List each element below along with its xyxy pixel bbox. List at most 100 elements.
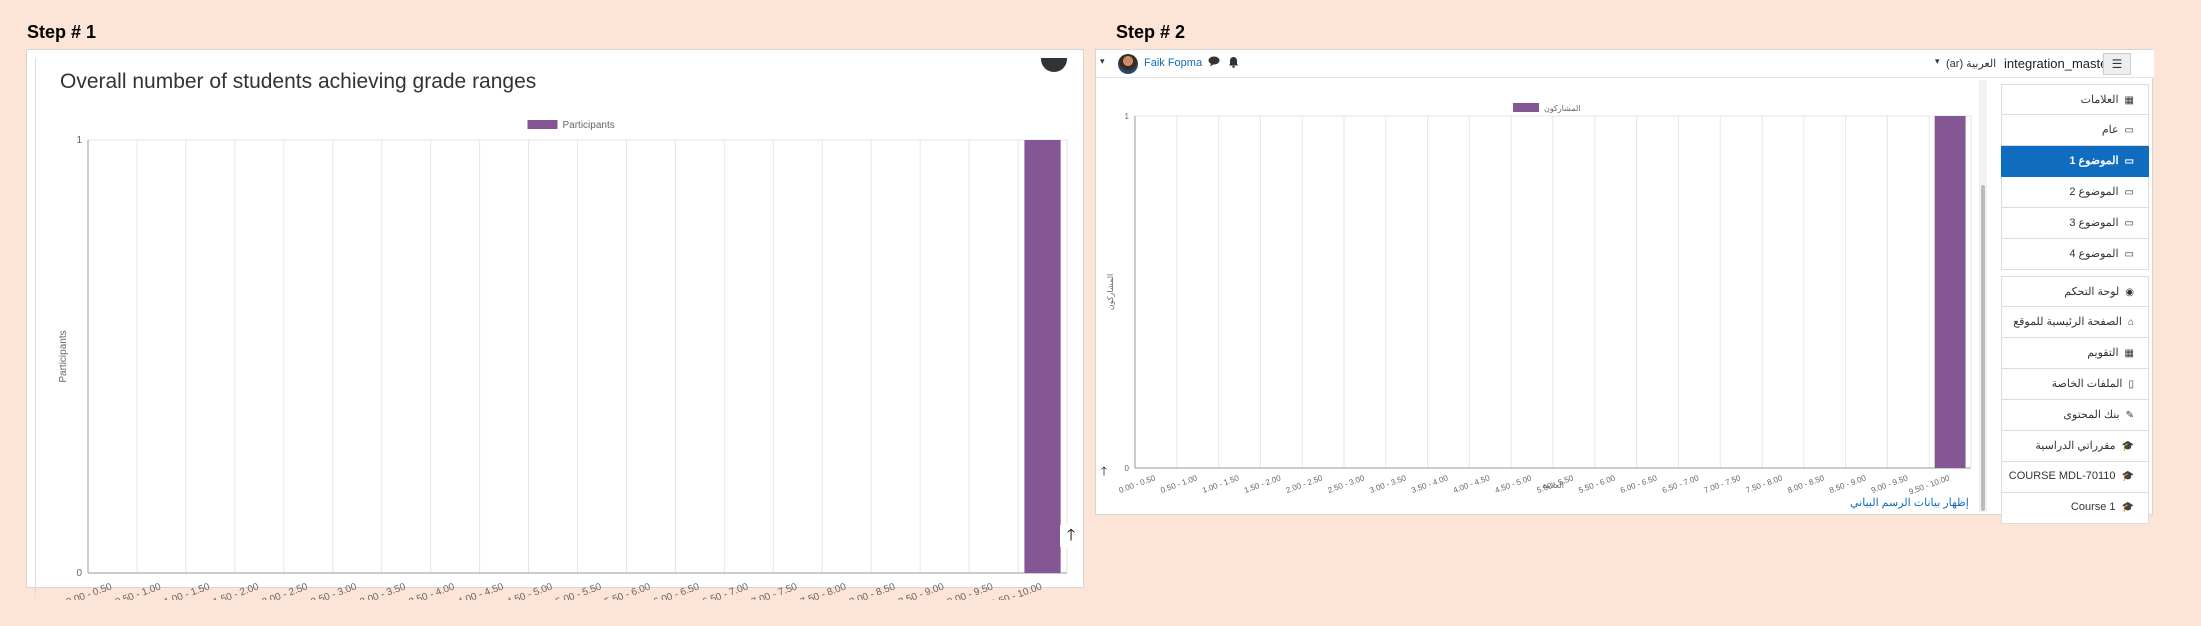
course-nav-item-5[interactable]: ▭ الموضوع 4 <box>2001 239 2149 270</box>
x-tick-label: 3.00 - 3.50 <box>359 581 408 600</box>
site-nav-item-5[interactable]: 🎓 مقرراتي الدراسية <box>2001 431 2149 462</box>
language-menu[interactable]: العربية (ar) <box>1946 58 1997 70</box>
drawer-item-label: بنك المحتوى <box>2063 409 2120 421</box>
bar <box>1024 140 1061 573</box>
site-nav-item-3[interactable]: ▯ الملفات الخاصة <box>2001 369 2149 400</box>
x-tick-label: 2.50 - 3.00 <box>1327 473 1367 495</box>
course-nav-item-1[interactable]: ▭ عام <box>2001 115 2149 146</box>
x-tick-label: 3.50 - 4.00 <box>1410 473 1450 495</box>
x-tick-label: 4.00 - 4.50 <box>456 581 505 600</box>
site-nav-item-2[interactable]: ▦ التقويم <box>2001 338 2149 369</box>
x-tick-label: 0.50 - 1.00 <box>114 581 163 600</box>
chat-bubble <box>1041 58 1067 72</box>
x-tick-label: 9.50 - 10.00 <box>1908 473 1952 496</box>
drawer-item-icon: ▭ <box>2124 156 2134 167</box>
x-tick-label: 4.50 - 5.00 <box>1494 473 1534 495</box>
user-menu-link[interactable]: Faik Fopma <box>1144 57 1203 69</box>
x-tick-label: 0.00 - 0.50 <box>65 581 114 600</box>
y-tick-label: 0 <box>76 568 82 579</box>
comment-icon[interactable] <box>1208 56 1220 70</box>
course-nav-item-0[interactable]: ▦ العلامات <box>2001 84 2149 115</box>
x-tick-label: 1.50 - 2.00 <box>1243 473 1283 495</box>
x-tick-label: 6.50 - 7.00 <box>1661 473 1701 495</box>
x-tick-label: 1.00 - 1.50 <box>1201 473 1241 495</box>
drawer-item-label: مقرراتي الدراسية <box>2035 440 2116 452</box>
drawer-item-icon: ▭ <box>2124 218 2134 229</box>
bar <box>1934 116 1966 468</box>
x-tick-label: 6.00 - 6.50 <box>652 581 701 600</box>
x-tick-label: 8.00 - 8.50 <box>848 581 897 600</box>
x-tick-label: 0.00 - 0.50 <box>1118 473 1158 495</box>
x-tick-label: 7.50 - 8.00 <box>799 581 848 600</box>
site-nav-item-4[interactable]: ✎ بنك المحتوى <box>2001 400 2149 431</box>
x-tick-label: 7.00 - 7.50 <box>1703 473 1743 495</box>
language-caret-icon[interactable]: ▾ <box>1935 56 1940 66</box>
course-nav-item-2[interactable]: ▭ الموضوع 1 <box>2001 146 2149 177</box>
course-nav-item-3[interactable]: ▭ الموضوع 2 <box>2001 177 2149 208</box>
drawer-item-icon: ▭ <box>2124 125 2134 136</box>
legend-swatch <box>1513 103 1539 112</box>
drawer-item-icon: 🎓 <box>2121 471 2134 482</box>
scroll-to-top-button[interactable]: 🡑 <box>1096 460 1112 482</box>
drawer-toggle-button[interactable]: ☰ <box>2103 53 2131 75</box>
x-tick-label: 5.00 - 5.50 <box>554 581 603 600</box>
drawer-item-label: لوحة التحكم <box>2064 286 2120 298</box>
x-tick-label: 2.00 - 2.50 <box>261 581 310 600</box>
drawer-item-icon: ◉ <box>2125 287 2134 298</box>
scroll-to-top-button[interactable]: 🡑 <box>1060 525 1082 547</box>
site-name[interactable]: integration_master <box>2004 56 2112 71</box>
course-nav-item-4[interactable]: ▭ الموضوع 3 <box>2001 208 2149 239</box>
x-tick-label: 0.50 - 1.00 <box>1159 473 1199 495</box>
x-tick-label: 7.50 - 8.00 <box>1745 473 1785 495</box>
x-tick-label: 9.00 - 9.50 <box>1870 473 1910 495</box>
site-nav-item-7[interactable]: 🎓 Course 1 <box>2001 493 2149 524</box>
drawer-item-label: الملفات الخاصة <box>2051 378 2123 390</box>
x-tick-label: 1.00 - 1.50 <box>163 581 212 600</box>
chart-container: Overall number of students achieving gra… <box>35 58 1077 600</box>
x-tick-label: 3.50 - 4.00 <box>407 581 456 600</box>
drawer-item-icon: ▦ <box>2124 95 2134 106</box>
y-axis-label: Participants <box>58 330 69 382</box>
bell-icon[interactable] <box>1228 56 1239 71</box>
scrollbar-thumb[interactable] <box>1981 185 1985 511</box>
navbar: ▾ Faik Fopma ▾ العربية (ar) integration_… <box>1096 50 2154 78</box>
x-tick-label: 6.50 - 7.00 <box>701 581 750 600</box>
drawer-item-label: الموضوع 3 <box>2069 217 2119 229</box>
drawer-item-label: COURSE MDL-70110 <box>2008 470 2116 482</box>
drawer-item-label: الموضوع 4 <box>2069 248 2119 260</box>
drawer-item-icon: ▦ <box>2124 348 2134 359</box>
drawer-item-label: الصفحة الرئيسية للموقع <box>2013 316 2122 328</box>
avatar[interactable] <box>1118 54 1138 74</box>
site-nav-item-1[interactable]: ⌂ الصفحة الرئيسية للموقع <box>2001 307 2149 338</box>
x-tick-label: 2.50 - 3.00 <box>310 581 359 600</box>
x-tick-label: 9.50 - 10.00 <box>990 581 1044 600</box>
drawer-item-icon: ▭ <box>2124 249 2134 260</box>
x-tick-label: 1.50 - 2.00 <box>212 581 261 600</box>
chart-title: Overall number of students achieving gra… <box>60 70 537 93</box>
x-tick-label: 9.00 - 9.50 <box>946 581 995 600</box>
y-tick-label: 1 <box>76 135 82 146</box>
drawer-item-label: Course 1 <box>2070 501 2116 513</box>
drawer-item-icon: ✎ <box>2125 410 2134 421</box>
drawer-item-label: الموضوع 2 <box>2069 186 2119 198</box>
drawer-item-icon: ⌂ <box>2127 317 2134 328</box>
drawer-item-label: الموضوع 1 <box>2069 155 2119 167</box>
x-tick-label: 7.00 - 7.50 <box>750 581 799 600</box>
y-tick-label: 1 <box>1125 112 1130 121</box>
drawer-item-icon: 🎓 <box>2121 502 2134 513</box>
site-nav-item-6[interactable]: 🎓 COURSE MDL-70110 <box>2001 462 2149 493</box>
x-tick-label: 3.00 - 3.50 <box>1368 473 1408 495</box>
site-nav-item-0[interactable]: ◉ لوحة التحكم <box>2001 276 2149 307</box>
drawer-item-label: عام <box>2101 124 2119 136</box>
drawer-item-label: التقويم <box>2087 347 2119 359</box>
x-tick-label: 4.00 - 4.50 <box>1452 473 1492 495</box>
x-tick-label: 6.00 - 6.50 <box>1619 473 1659 495</box>
y-tick-label: 0 <box>1125 464 1130 473</box>
grade-range-chart: 0 1 0.00 - 0.50 0.50 - 1.00 1.00 - 1.50 1.50 … <box>58 120 1068 600</box>
drawer-item-icon: ▭ <box>2124 187 2134 198</box>
step-2-screenshot: ▾ Faik Fopma ▾ العربية (ar) integration_… <box>1095 49 2154 524</box>
show-chart-data-link[interactable]: إظهار بيانات الرسم البياني <box>1850 497 1969 509</box>
x-tick-label: 8.50 - 9.00 <box>897 581 946 600</box>
legend-swatch <box>527 120 558 129</box>
collapse-icon[interactable]: ▾ <box>1100 56 1105 66</box>
